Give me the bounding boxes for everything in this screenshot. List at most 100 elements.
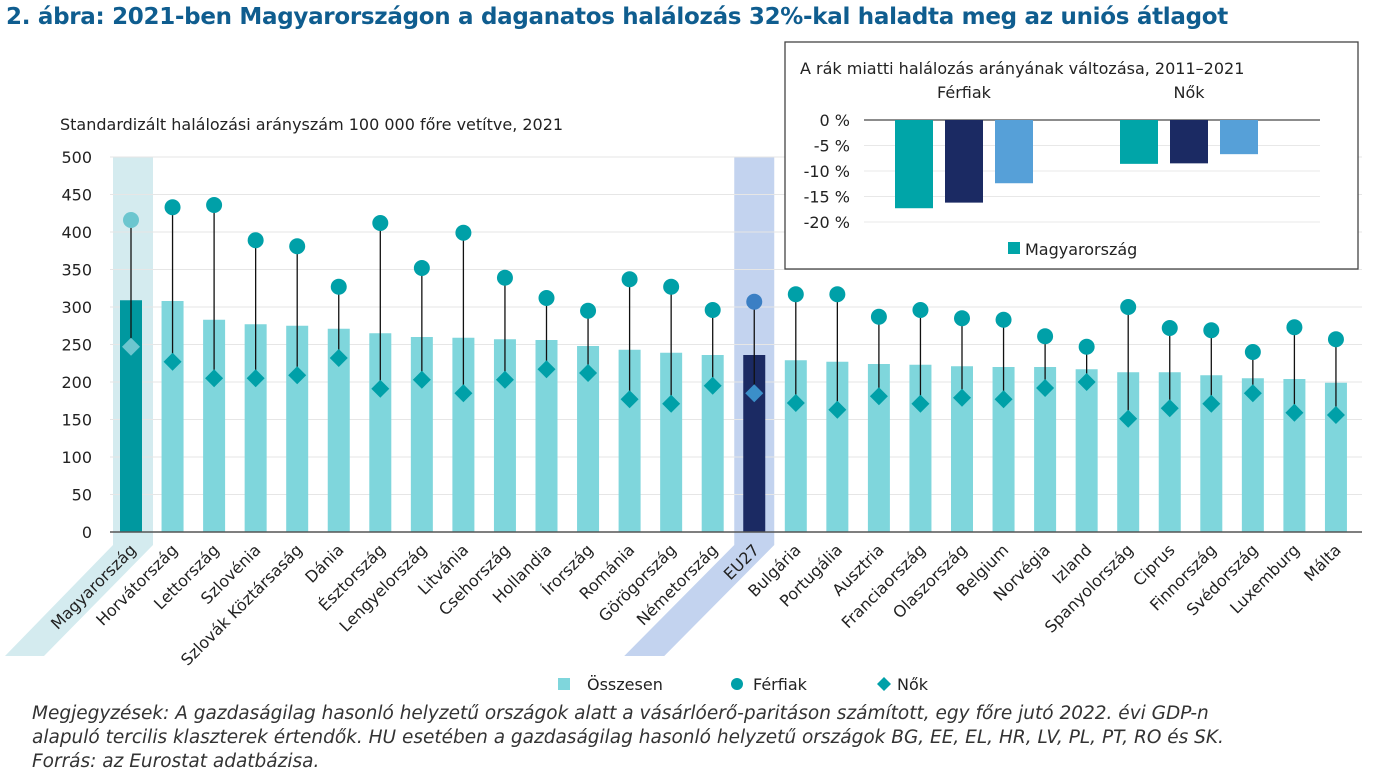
- marker-women-7: [412, 370, 431, 389]
- marker-men-13: [663, 278, 680, 295]
- marker-men-21: [995, 311, 1012, 328]
- marker-men-28: [1286, 319, 1303, 336]
- marker-men-27: [1244, 344, 1261, 360]
- y-tick-label: 300: [61, 298, 92, 317]
- y-tick-label: 0: [82, 523, 92, 542]
- marker-women-15: [745, 384, 764, 403]
- inset-y-tick-label: -20 %: [804, 213, 850, 232]
- bar-total-11: [577, 346, 600, 532]
- bar-total-23: [1075, 369, 1098, 532]
- x-tick-label: Málta: [1300, 540, 1345, 585]
- inset-bar-0-0: [895, 120, 933, 209]
- bar-total-0: [120, 300, 142, 532]
- bar-total-26: [1200, 375, 1223, 532]
- legend-label-women: Nők: [897, 675, 929, 694]
- marker-men-10: [538, 290, 555, 306]
- inset-group-label: Férfiak: [937, 83, 992, 102]
- bar-total-13: [660, 352, 683, 532]
- bar-total-8: [452, 337, 475, 532]
- y-tick-label: 500: [61, 148, 92, 167]
- marker-women-4: [288, 366, 307, 385]
- inset-legend-swatch: [1008, 242, 1020, 254]
- inset-bar-0-2: [995, 120, 1033, 184]
- marker-men-5: [330, 278, 347, 295]
- bar-total-17: [826, 361, 849, 532]
- marker-men-20: [954, 310, 970, 327]
- bar-total-6: [369, 333, 392, 532]
- marker-men-18: [870, 308, 887, 325]
- y-tick-label: 450: [61, 186, 92, 205]
- marker-women-1: [163, 352, 182, 371]
- bar-total-12: [618, 349, 641, 532]
- bar-total-9: [493, 339, 516, 532]
- bar-total-21: [992, 367, 1015, 532]
- chart-subtitle: Standardizált halálozási arányszám 100 0…: [60, 115, 563, 134]
- legend-swatch-men: [731, 678, 743, 690]
- bar-total-7: [410, 337, 433, 532]
- inset-y-tick-label: 0 %: [820, 111, 850, 130]
- legend-swatch-women: [877, 677, 891, 691]
- marker-women-26: [1202, 394, 1221, 413]
- bar-total-15: [743, 355, 766, 532]
- bar-total-18: [867, 364, 890, 532]
- marker-men-4: [289, 238, 306, 255]
- inset-group-label: Nők: [1173, 83, 1205, 102]
- note-line: Forrás: az Eurostat adatbázisa.: [32, 751, 320, 772]
- bar-total-14: [701, 355, 724, 532]
- marker-men-26: [1203, 322, 1220, 339]
- marker-men-16: [787, 286, 804, 303]
- marker-men-14: [704, 302, 721, 318]
- marker-women-20: [953, 388, 971, 407]
- marker-women-21: [994, 390, 1013, 409]
- marker-men-1: [164, 199, 181, 216]
- inset-title: A rák miatti halálozás arányának változá…: [800, 59, 1244, 78]
- marker-men-9: [496, 269, 513, 286]
- marker-women-0: [122, 337, 140, 356]
- marker-men-11: [580, 302, 597, 319]
- bar-total-20: [951, 366, 973, 532]
- inset-bar-1-0: [1120, 120, 1158, 164]
- y-tick-label: 400: [61, 223, 92, 242]
- marker-women-29: [1326, 406, 1345, 424]
- marker-men-6: [372, 215, 389, 231]
- marker-women-11: [579, 364, 598, 382]
- inset-y-tick-label: -5 %: [814, 137, 850, 156]
- bar-total-5: [327, 328, 350, 532]
- marker-women-25: [1160, 399, 1179, 418]
- marker-men-8: [455, 224, 472, 241]
- y-tick-label: 350: [61, 261, 92, 280]
- inset-y-tick-label: -15 %: [804, 188, 850, 207]
- inset-bar-1-2: [1220, 120, 1258, 155]
- marker-men-29: [1327, 331, 1344, 348]
- marker-women-23: [1077, 373, 1096, 391]
- marker-men-2: [206, 197, 223, 213]
- marker-women-12: [620, 390, 639, 409]
- marker-women-17: [828, 400, 847, 419]
- legend-swatch-total: [558, 678, 570, 690]
- marker-men-12: [621, 271, 638, 288]
- bar-total-28: [1283, 379, 1306, 532]
- marker-women-3: [246, 369, 265, 388]
- y-tick-label: 250: [61, 336, 92, 355]
- marker-women-10: [537, 360, 556, 379]
- marker-men-19: [912, 302, 929, 318]
- marker-men-3: [247, 232, 264, 249]
- marker-men-7: [413, 260, 430, 276]
- y-tick-label: 50: [72, 486, 92, 505]
- note-line: Megjegyzések: A gazdaságilag hasonló hel…: [32, 703, 1209, 724]
- legend-label-total: Összesen: [587, 675, 663, 694]
- bar-total-25: [1158, 372, 1181, 532]
- bar-total-24: [1117, 372, 1140, 532]
- marker-men-24: [1120, 299, 1137, 315]
- marker-women-19: [911, 394, 930, 413]
- note-line: alapuló tercilis klaszterek értendők. HU…: [32, 727, 1224, 748]
- marker-women-24: [1119, 409, 1138, 428]
- marker-women-28: [1285, 403, 1304, 422]
- marker-women-13: [662, 394, 681, 413]
- marker-women-14: [703, 376, 722, 395]
- marker-women-6: [371, 379, 390, 398]
- legend-label-men: Férfiak: [753, 675, 808, 694]
- marker-women-5: [329, 349, 348, 367]
- figure-title: 2. ábra: 2021-ben Magyarországon a dagan…: [6, 4, 1228, 30]
- marker-women-2: [205, 369, 224, 388]
